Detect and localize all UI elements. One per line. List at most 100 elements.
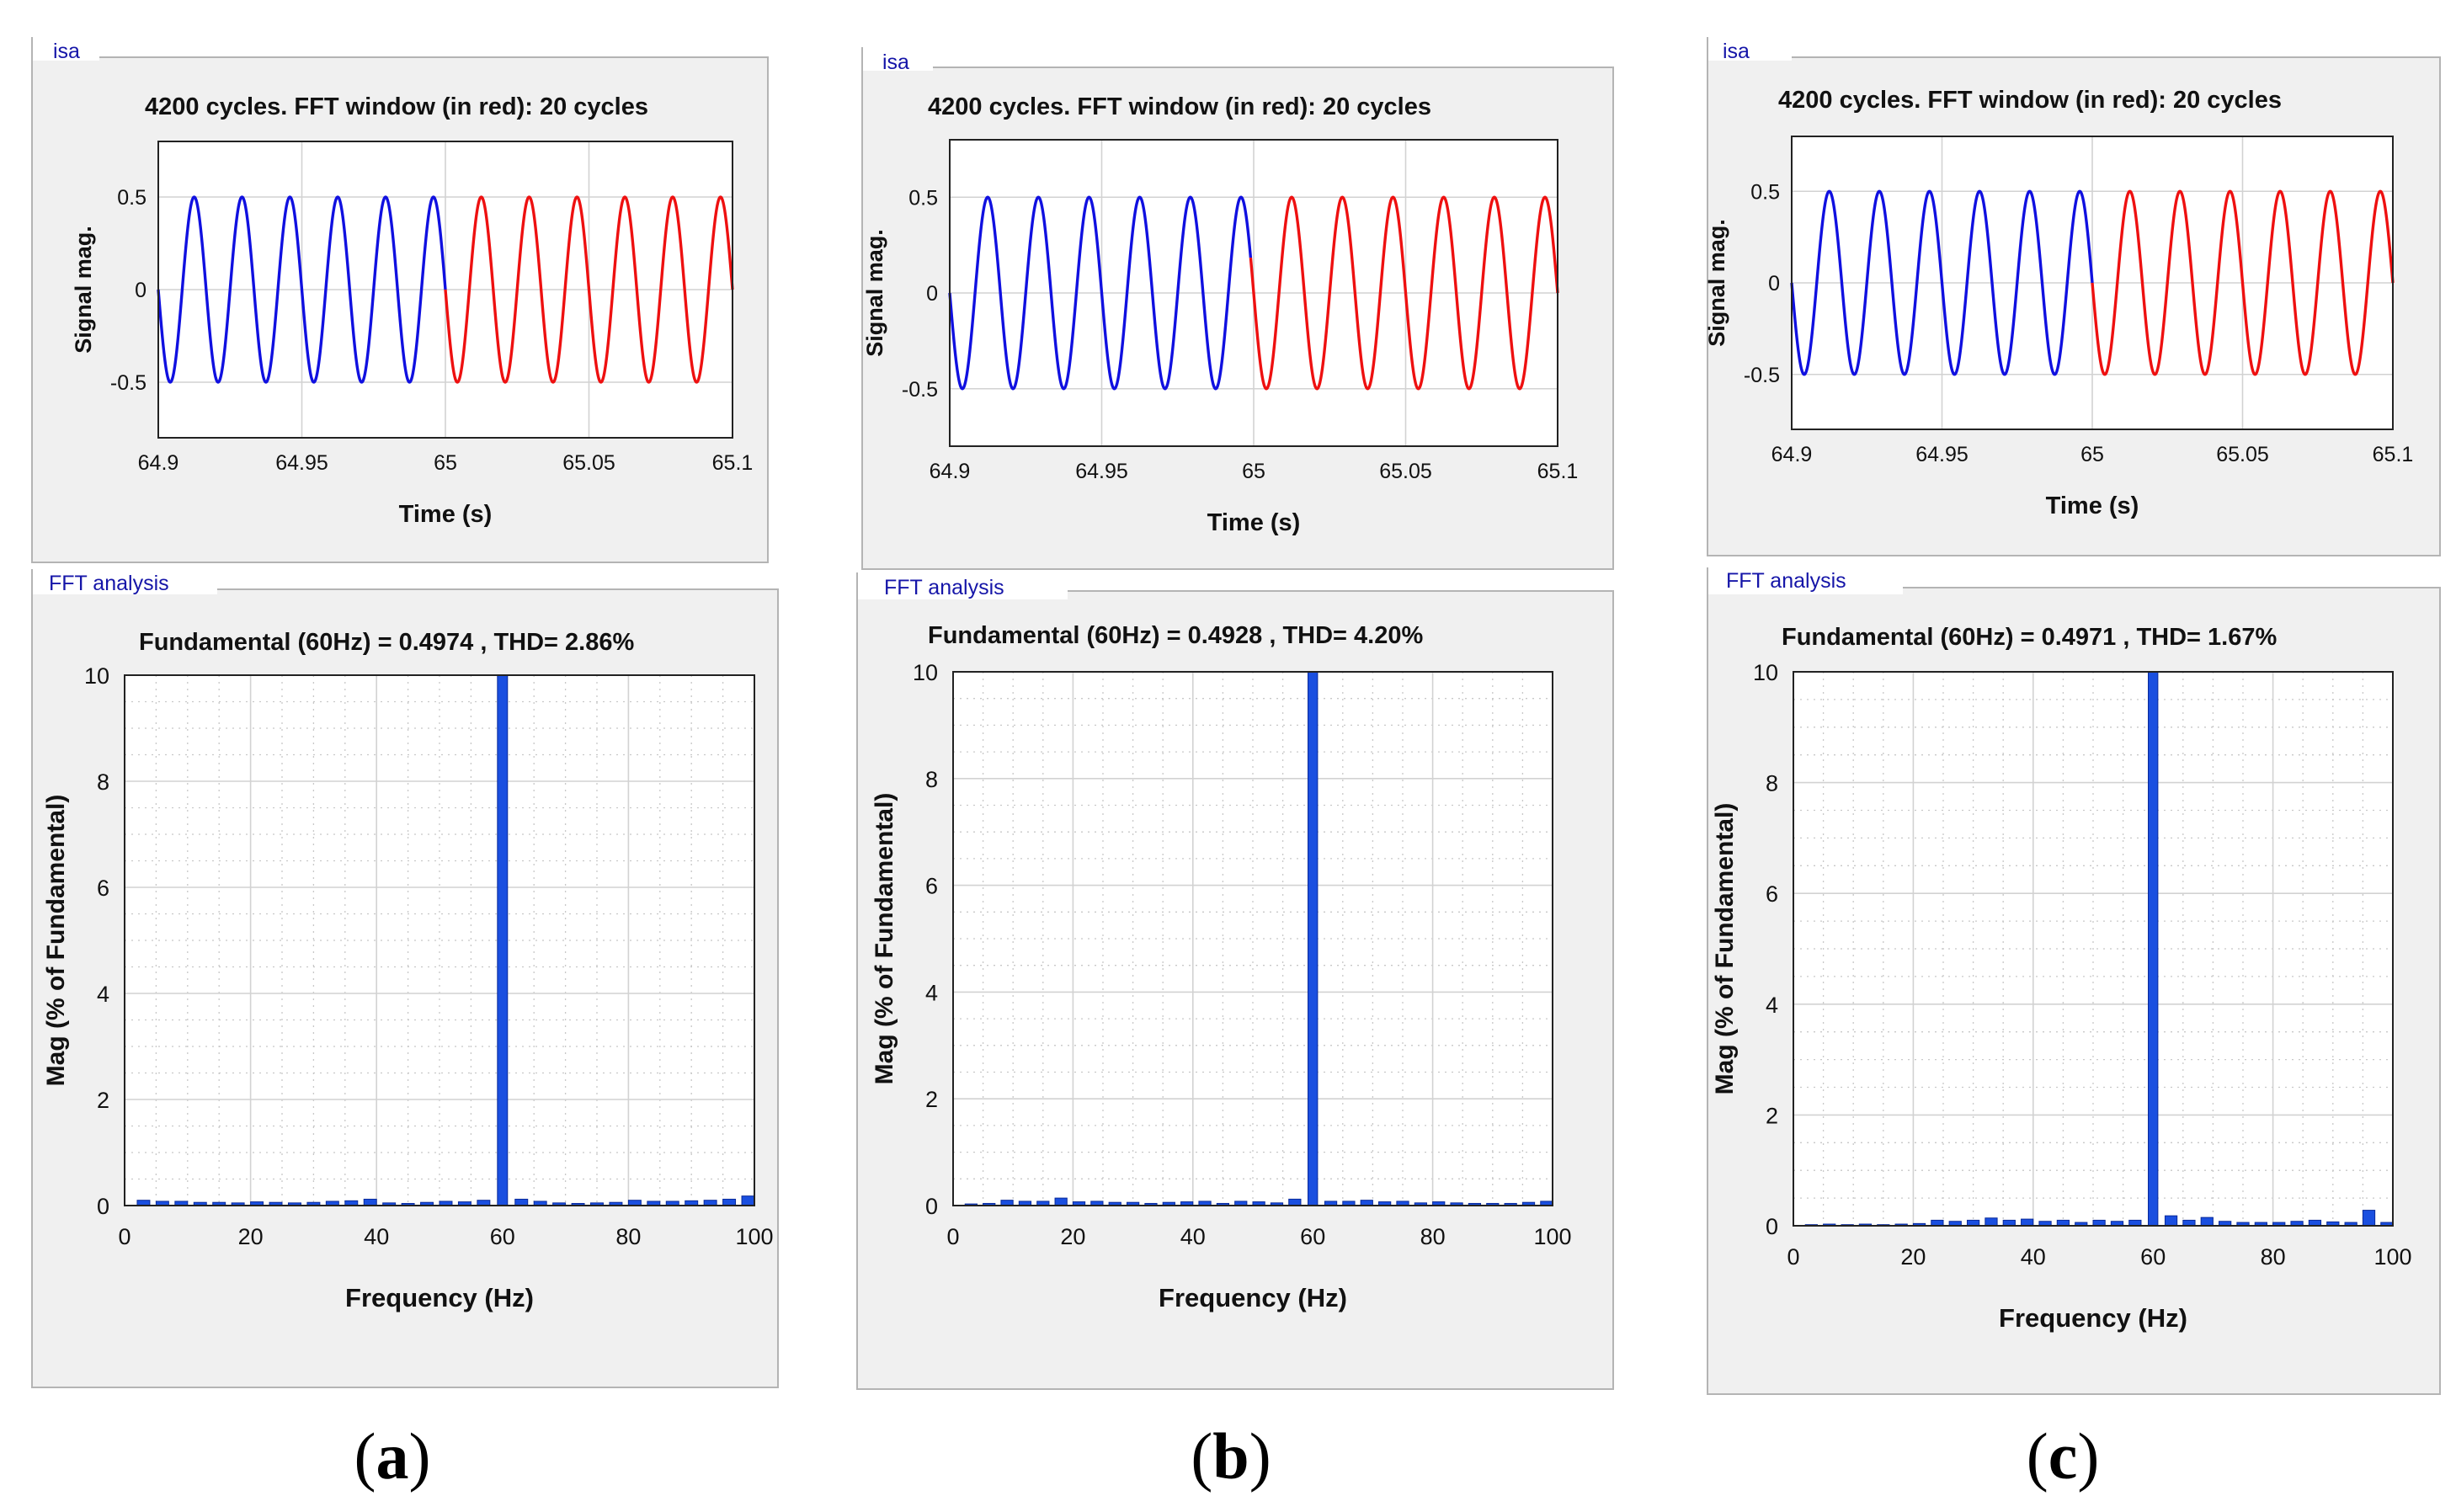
fft-xtick-label: 80: [1420, 1224, 1446, 1249]
fft-ytick-label: 8: [97, 769, 109, 795]
fft-xtick-label: 60: [2140, 1244, 2166, 1270]
signal-plot-b: 4200 cycles. FFT window (in red): 20 cyc…: [862, 93, 1578, 536]
signal-ytick-label: 0: [926, 282, 938, 306]
fundamental-bar: [2148, 671, 2159, 1227]
fft-window-line-red: [2091, 189, 2395, 376]
signal-line-blue: [948, 195, 1253, 391]
fft-ytick-label: 2: [925, 1087, 938, 1112]
signal-xtick-label: 65.05: [1379, 460, 1432, 483]
signal-ytick-label: -0.5: [902, 378, 938, 402]
fundamental-bar: [497, 674, 509, 1206]
fft-xtick-label: 0: [1787, 1244, 1799, 1270]
signal-xtick-label: 65: [434, 451, 457, 475]
harmonic-bar: [363, 1198, 377, 1206]
fft-xtick-label: 100: [1533, 1224, 1571, 1249]
signal-xtick-label: 65.1: [712, 451, 754, 475]
fft-ytick-label: 2: [1766, 1103, 1778, 1128]
harmonic-bar: [722, 1198, 737, 1206]
fft-xtick-label: 60: [1300, 1224, 1325, 1249]
signal-xtick-label: 64.9: [930, 460, 971, 483]
fft-ytick-label: 10: [913, 660, 938, 685]
signal-xlabel: Time (s): [2046, 492, 2139, 519]
signal-group-a-tab: [32, 37, 99, 61]
harmonic-bar: [2021, 1218, 2034, 1227]
signal-ytick-label: 0.5: [1750, 180, 1780, 204]
fft-xlabel: Frequency (Hz): [345, 1283, 534, 1312]
fft-xtick-label: 0: [118, 1224, 131, 1249]
signal-ytick-label: 0: [135, 279, 147, 302]
signal-xtick-label: 64.95: [275, 451, 328, 475]
fft-axes-border: [1793, 671, 2394, 1227]
signal-axes-border: [1791, 136, 2394, 430]
fft-axes-border: [952, 671, 1553, 1206]
fft-title: Fundamental (60Hz) = 0.4971 , THD= 1.67%: [1782, 624, 2277, 651]
fft-group-a-tab: [32, 569, 217, 594]
signal-xtick-label: 65.05: [562, 451, 615, 475]
signal-plot-a: 4200 cycles. FFT window (in red): 20 cyc…: [71, 93, 753, 528]
fft-xtick-label: 80: [615, 1224, 641, 1249]
fft-title: Fundamental (60Hz) = 0.4974 , THD= 2.86%: [139, 629, 634, 656]
harmonic-bar: [1054, 1197, 1068, 1206]
fft-ytick-label: 10: [84, 663, 109, 689]
fft-ytick-label: 8: [1766, 771, 1778, 796]
signal-xlabel: Time (s): [1207, 509, 1301, 536]
signal-ytick-label: 0: [1768, 272, 1780, 295]
fft-xtick-label: 100: [735, 1224, 773, 1249]
signal-xtick-label: 64.9: [138, 451, 179, 475]
harmonic-bar: [1288, 1198, 1302, 1206]
signal-title: 4200 cycles. FFT window (in red): 20 cyc…: [145, 93, 648, 120]
fft-xtick-label: 40: [1180, 1224, 1206, 1249]
signal-group-b-tab: [862, 47, 933, 71]
fft-ytick-label: 0: [97, 1194, 109, 1219]
fft-xlabel: Frequency (Hz): [1999, 1303, 2187, 1333]
signal-ylabel: Signal mag.: [1704, 219, 1729, 347]
signal-line-blue: [1790, 189, 2094, 376]
signal-group-a-label: isa: [53, 40, 80, 63]
fft-window-line-red: [444, 195, 734, 384]
signal-ytick-label: 0.5: [117, 186, 147, 210]
fft-group-b-tab: [857, 572, 1068, 599]
signal-xtick-label: 65: [1242, 460, 1265, 483]
fft-group-c-label: FFT analysis: [1726, 569, 1846, 593]
fft-xtick-label: 100: [2373, 1244, 2411, 1270]
signal-xtick-label: 65: [2080, 443, 2104, 466]
signal-ytick-label: -0.5: [110, 371, 147, 395]
fft-ytick-label: 4: [925, 980, 938, 1005]
fft-group-a-label: FFT analysis: [49, 572, 169, 595]
signal-xtick-label: 64.95: [1075, 460, 1128, 483]
fft-plot-b: Fundamental (60Hz) = 0.4928 , THD= 4.20%…: [871, 622, 1572, 1312]
fft-group-c-tab: [1707, 567, 1903, 594]
fft-axes-border: [124, 674, 755, 1206]
caption-a: (a): [354, 1419, 431, 1493]
signal-axes-border: [949, 139, 1558, 447]
fft-xtick-label: 20: [1060, 1224, 1085, 1249]
fft-axes: [953, 672, 1553, 1206]
fft-ytick-label: 4: [97, 982, 109, 1007]
fft-ytick-label: 6: [1766, 881, 1778, 907]
fft-xtick-label: 40: [364, 1224, 389, 1249]
signal-axes-border: [157, 141, 733, 439]
fft-ylabel: Mag (% of Fundamental): [871, 793, 898, 1085]
fft-ytick-label: 6: [925, 874, 938, 899]
harmonic-bar: [2164, 1215, 2178, 1227]
signal-xtick-label: 64.95: [1915, 443, 1969, 466]
signal-xtick-label: 65.1: [1537, 460, 1579, 483]
caption-c: (c): [2026, 1419, 2100, 1493]
signal-xtick-label: 64.9: [1771, 443, 1813, 466]
fft-xlabel: Frequency (Hz): [1159, 1283, 1347, 1312]
signal-ylabel: Signal mag.: [71, 226, 96, 354]
fundamental-bar: [1308, 671, 1319, 1206]
signal-title: 4200 cycles. FFT window (in red): 20 cyc…: [1778, 87, 2282, 114]
signal-ylabel: Signal mag.: [862, 229, 887, 357]
fft-ytick-label: 0: [925, 1194, 938, 1219]
fft-xtick-label: 60: [490, 1224, 515, 1249]
signal-ytick-label: 0.5: [908, 186, 938, 210]
fft-xtick-label: 20: [238, 1224, 264, 1249]
signal-ytick-label: -0.5: [1744, 364, 1780, 387]
fft-window-line-red: [1249, 195, 1559, 391]
fft-xtick-label: 0: [946, 1224, 959, 1249]
fft-ytick-label: 4: [1766, 993, 1778, 1018]
signal-plot-c: 4200 cycles. FFT window (in red): 20 cyc…: [1704, 87, 2413, 519]
caption-b: (b): [1191, 1419, 1271, 1493]
